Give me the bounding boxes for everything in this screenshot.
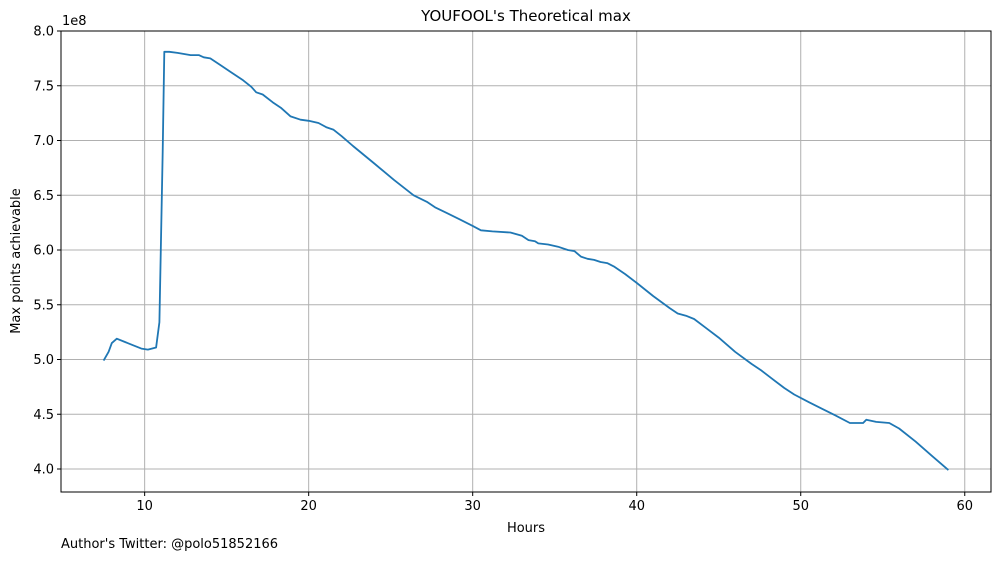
y-scale-label: 1e8 — [62, 14, 87, 29]
author-footnote: Author's Twitter: @polo51852166 — [61, 537, 279, 552]
x-tick-label: 60 — [956, 499, 973, 514]
x-tick-label: 50 — [792, 499, 809, 514]
y-tick-label: 8.0 — [33, 25, 54, 40]
y-tick-label: 4.0 — [33, 463, 54, 478]
y-tick-label: 7.5 — [33, 79, 54, 94]
y-tick-label: 4.5 — [33, 408, 54, 423]
plot-frame — [60, 30, 992, 493]
x-tick-label: 40 — [628, 499, 645, 514]
y-tick-label: 7.0 — [33, 134, 54, 149]
x-axis-label: Hours — [507, 521, 545, 536]
x-tick-label: 30 — [464, 499, 481, 514]
y-tick-label: 6.5 — [33, 189, 54, 204]
y-tick-label: 5.5 — [33, 298, 54, 313]
grid-lines — [61, 30, 991, 492]
y-axis-label: Max points achievable — [9, 188, 24, 334]
series-line — [102, 50, 949, 471]
data-series — [102, 50, 949, 471]
axis-ticks: 10 20 30 40 50 60 4.0 4.5 5.0 5.5 6.0 6.5 7.0 7.5 8.0 — [33, 25, 973, 515]
x-tick-label: 20 — [300, 499, 317, 514]
y-tick-label: 5.0 — [33, 353, 54, 368]
x-tick-label: 10 — [136, 499, 153, 514]
chart-title: YOUFOOL's Theoretical max — [420, 7, 631, 25]
y-tick-label: 6.0 — [33, 244, 54, 259]
